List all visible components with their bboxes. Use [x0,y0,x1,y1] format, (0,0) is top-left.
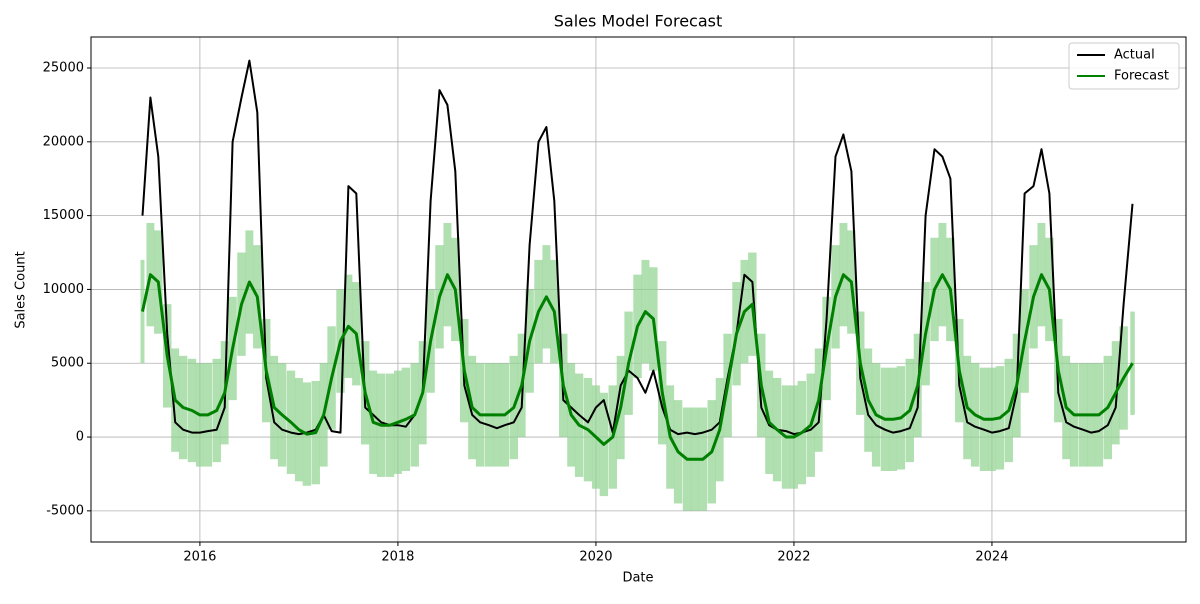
x-tick-label: 2024 [975,550,1008,565]
x-tick-label: 2018 [381,550,414,565]
y-axis-label: Sales Count [14,251,29,328]
legend-label: Forecast [1114,69,1169,84]
x-tick-label: 2022 [777,550,810,565]
plot-frame [90,36,1187,543]
x-tick-label: 2020 [579,550,612,565]
y-tick-label: -5000 [46,503,84,518]
legend: Actual Forecast [1068,42,1180,90]
series-line [141,273,1134,461]
y-tick-label: 20000 [43,134,84,149]
y-tick-label: 15000 [43,208,84,223]
legend-label: Actual [1114,48,1155,63]
y-tick-label: 5000 [51,356,84,371]
y-tick-label: 25000 [43,60,84,75]
y-tick-label: 0 [76,430,84,445]
x-tick-label: 2016 [183,550,216,565]
x-axis-label: Date [622,571,653,586]
y-tick-label: 10000 [43,282,84,297]
chart-title: Sales Model Forecast [554,12,723,31]
